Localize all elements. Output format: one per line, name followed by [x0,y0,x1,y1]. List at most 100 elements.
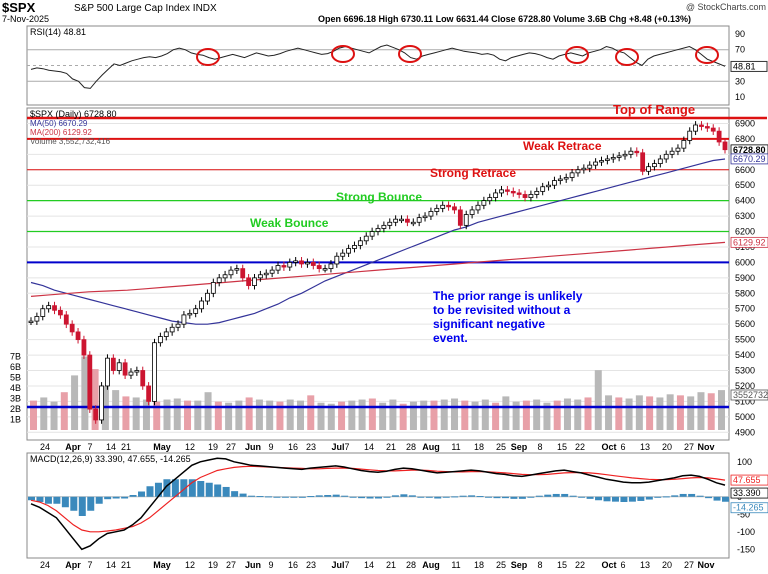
volume-last-label-box [730,389,768,401]
candle-body [99,385,104,421]
volume-bar [563,398,571,430]
macd-histogram-bar [264,496,272,498]
price-legend-entry: Volume 3,552,732,416 [30,137,111,146]
volume-bar [707,393,715,430]
candle-body [604,158,610,161]
candle-body [328,263,334,269]
annotation-weak-bounce: Weak Bounce [250,216,329,230]
annotation-top-of-range: Top of Range [613,102,695,117]
candle-body [293,260,299,263]
x-axis-label-bottom: 28 [406,560,416,570]
volume-bar [91,369,99,430]
volume-bar [112,390,120,430]
volume-bar [286,399,294,430]
price-tick-label: 6200 [735,227,755,237]
volume-bar [584,397,592,430]
macd-histogram-bar [485,496,493,498]
ma200-last-label: 6129.92 [733,237,766,247]
macd-histogram-bar [222,486,230,497]
macd-histogram-bar [366,496,374,499]
rsi-label: RSI(14) 48.81 [30,27,86,37]
volume-bar [214,401,222,430]
macd-histogram-bar [611,496,619,502]
candle-body [540,186,546,192]
candle-body [116,362,122,371]
x-axis-label-bottom: Sep [511,560,528,570]
ohlc-summary: Open 6696.18 High 6730.11 Low 6631.44 Cl… [318,14,692,24]
macd-histogram-bar [662,496,670,498]
x-axis-label: 16 [288,442,298,452]
rsi-tick-label: 10 [735,92,745,102]
macd-histogram-bar [104,496,112,500]
x-axis-label-bottom: 24 [40,560,50,570]
volume-bar [276,401,284,430]
macd-histogram-bar [112,496,120,499]
volume-tick-label: 7B [10,352,21,362]
x-axis-label-bottom: Oct [601,560,616,570]
candle-body [363,235,369,242]
price-tick-label: 5600 [735,319,755,329]
macd-histogram-bar [408,495,416,497]
x-axis-label-bottom: 25 [496,560,506,570]
x-axis-label: 12 [185,442,195,452]
x-axis-label: 21 [121,442,131,452]
candle-body [616,155,622,158]
macd-histogram-bar [332,494,340,497]
volume-bar [235,400,243,430]
macd-histogram-bar [70,496,78,511]
x-axis-label: 21 [386,442,396,452]
volume-bar [389,399,397,430]
candle-body [75,331,81,341]
candle-body [263,272,269,276]
price-legend-entry: $SPX (Daily) 6728.80 [30,109,117,119]
volume-bar [492,402,500,430]
annotation-note-line: to be revisited without a [433,303,571,317]
macd-last-label-box [730,487,768,499]
macd-histogram-bar [324,495,332,497]
macd-histogram-bar [28,496,35,501]
macd-histogram-bar [53,496,61,504]
candle-body [493,192,499,198]
volume-bar [245,397,253,430]
candle-body [252,277,257,286]
macd-histogram-bar [256,496,264,498]
x-axis-label-bottom: 21 [386,560,396,570]
x-axis-label: 11 [451,442,460,452]
histogram-last-label: -14.265 [733,503,764,513]
last-price-label: 6728.80 [733,145,766,155]
volume-bar [204,392,212,430]
x-axis-label: 22 [575,442,585,452]
candle-body [516,192,522,195]
macd-histogram-bar [273,496,281,498]
macd-histogram-bar [281,496,289,498]
macd-histogram-bar [510,496,518,499]
macd-histogram-bar [375,496,382,499]
x-axis-label-bottom: 19 [208,560,218,570]
macd-histogram-bar [36,496,44,502]
volume-bar [50,401,58,430]
price-tick-label: 5800 [735,288,755,298]
macd-histogram-bar [417,496,425,498]
x-axis-label-bottom: 18 [474,560,484,570]
macd-histogram-bar [214,484,222,497]
macd-histogram-bar [459,495,467,497]
volume-bar [266,400,274,430]
candle-body [557,178,563,181]
macd-histogram-bar [163,479,171,497]
candle-body [34,316,40,322]
x-axis-label: 24 [40,442,50,452]
candle-body [163,331,169,337]
macd-histogram-bar [544,494,552,497]
candle-body [622,153,628,157]
candle-body [87,354,93,410]
x-axis-label-bottom: 21 [121,560,131,570]
candle-body [281,265,287,268]
x-axis-label: 13 [640,442,650,452]
candle-body [310,262,316,266]
overbought-circle [398,45,422,63]
candle-body [28,320,34,323]
candle-body [428,211,434,217]
candle-body [357,240,363,246]
candle-body [534,190,540,195]
candle-body [416,217,422,223]
